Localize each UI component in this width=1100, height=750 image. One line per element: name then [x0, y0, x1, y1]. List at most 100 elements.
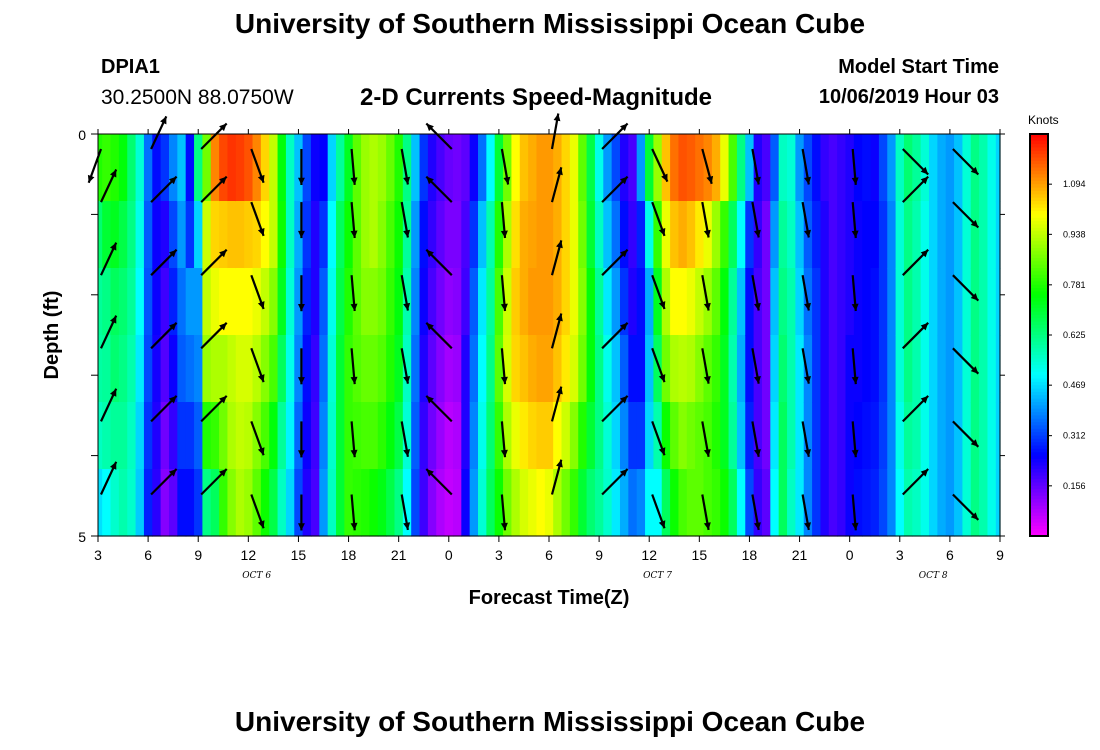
heatmap-cell	[469, 469, 479, 537]
current-vector-arrow	[298, 348, 305, 385]
heatmap-cell	[954, 469, 964, 537]
heatmap-cell	[979, 268, 989, 336]
date-label: OCT 8	[919, 571, 948, 581]
heatmap-cell	[845, 268, 855, 336]
heatmap-cell	[686, 268, 696, 336]
heatmap-cell	[227, 469, 237, 537]
current-vector-arrow	[200, 395, 228, 423]
heatmap-cell	[210, 469, 220, 537]
heatmap-cell	[619, 335, 629, 403]
current-vector-arrow	[651, 494, 666, 529]
heatmap-cell	[135, 402, 145, 470]
heatmap-cell	[444, 201, 454, 269]
heatmap-cell	[98, 335, 103, 403]
current-vector-arrow	[801, 494, 811, 531]
heatmap-cell	[327, 268, 337, 336]
heatmap-cell	[469, 268, 479, 336]
heatmap-cell	[586, 268, 596, 336]
heatmap-cell	[344, 402, 354, 470]
heatmap-cell	[336, 268, 345, 336]
heatmap-cell	[302, 402, 312, 470]
heatmap-cell	[628, 268, 638, 336]
heatmap-cell	[344, 268, 354, 336]
current-vector-arrow	[150, 115, 168, 150]
heatmap-cell	[461, 335, 471, 403]
heatmap-cell	[619, 201, 629, 269]
heatmap-cell	[227, 268, 237, 336]
colorbar-segment	[1030, 234, 1048, 239]
colorbar-segment	[1030, 348, 1048, 353]
heatmap-cell	[887, 268, 897, 336]
heatmap-cell	[352, 402, 362, 470]
colorbar-tick-label: 0.156	[1063, 481, 1086, 491]
heatmap-cell	[127, 134, 137, 202]
current-vector-arrow	[751, 148, 761, 185]
heatmap-cell	[98, 134, 103, 202]
heatmap-cell	[787, 469, 796, 537]
heatmap-cell	[444, 335, 454, 403]
heatmap-cell	[670, 402, 680, 470]
colorbar-segment	[1030, 217, 1048, 222]
colorbar-segment	[1030, 144, 1048, 148]
heatmap-cell	[327, 201, 337, 269]
heatmap-cell	[720, 402, 730, 470]
heatmap-cell	[194, 134, 203, 202]
heatmap-cell	[561, 268, 571, 336]
current-vector-arrow	[751, 275, 761, 311]
heatmap-cell	[837, 268, 847, 336]
heatmap-cell	[177, 402, 187, 470]
heatmap-cell	[486, 469, 496, 537]
current-vector-arrow	[425, 122, 453, 150]
heatmap-cell	[361, 335, 371, 403]
heatmap-cell	[979, 201, 989, 269]
model-start-time: 10/06/2019 Hour 03	[818, 86, 999, 108]
heatmap-cell	[310, 335, 320, 403]
heatmap-cell	[611, 402, 621, 470]
colorbar-segment	[1030, 432, 1048, 437]
heatmap-cell	[235, 402, 245, 470]
heatmap-cell	[812, 134, 822, 202]
colorbar-segment	[1030, 180, 1048, 185]
heatmap-cell	[611, 469, 621, 537]
heatmap-cell	[386, 469, 396, 537]
heatmap-cell	[862, 134, 872, 202]
heatmap-cell	[386, 402, 396, 470]
heatmap-cell	[152, 402, 162, 470]
current-vector-arrow	[801, 348, 811, 384]
colorbar-tick-label: 0.469	[1063, 380, 1086, 390]
heatmap-cell	[302, 134, 312, 202]
heatmap-cell	[553, 469, 563, 537]
heatmap-cell	[544, 402, 554, 470]
current-vector-arrow	[500, 202, 508, 239]
heatmap-cell	[110, 402, 120, 470]
heatmap-cell	[352, 268, 362, 336]
heatmap-cell	[394, 134, 404, 202]
colorbar-segment	[1030, 485, 1048, 490]
current-vector-arrow	[500, 494, 508, 531]
heatmap-cell	[511, 268, 521, 336]
colorbar-segment	[1030, 361, 1048, 366]
colorbar-segment	[1030, 391, 1048, 396]
heatmap-cell	[703, 402, 713, 470]
colorbar-segment	[1030, 214, 1048, 219]
heatmap-cell	[260, 201, 270, 269]
heatmap-cell	[344, 469, 354, 537]
current-vector-arrow	[100, 461, 118, 495]
heatmap-cell	[219, 469, 229, 537]
heatmap-cell	[544, 201, 554, 269]
heatmap-cell	[645, 402, 654, 470]
heatmap-cell	[528, 469, 538, 537]
heatmap-cell	[820, 268, 830, 336]
heatmap-cell	[619, 402, 629, 470]
heatmap-cell	[386, 335, 396, 403]
heatmap-cell	[110, 201, 120, 269]
heatmap-cell	[820, 335, 830, 403]
heatmap-cell	[377, 402, 387, 470]
heatmap-cell	[244, 402, 254, 470]
heatmap-cell	[636, 469, 646, 537]
colorbar-segment	[1030, 402, 1048, 406]
heatmap-cell	[469, 201, 479, 269]
current-vector-arrow	[250, 148, 265, 184]
heatmap-cell	[436, 134, 446, 202]
heatmap-cell	[903, 402, 913, 470]
